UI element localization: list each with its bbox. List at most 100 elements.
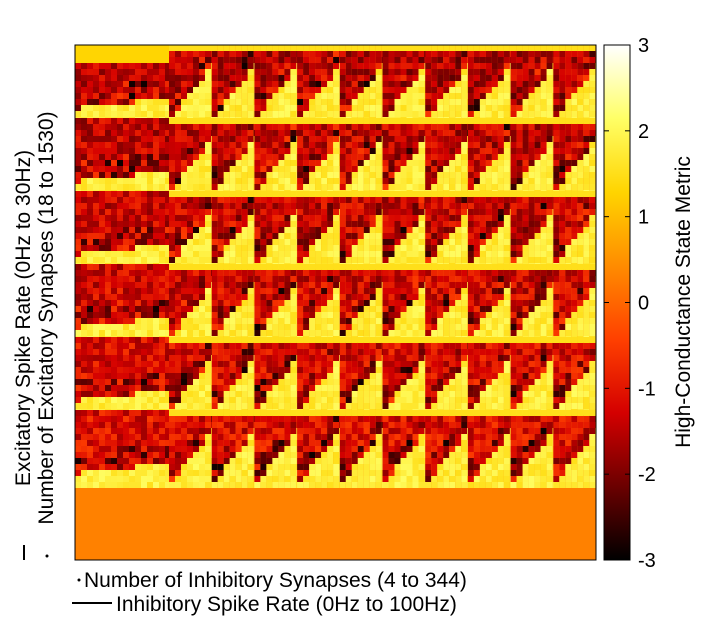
heatmap-cell: [394, 221, 401, 227]
heatmap-cell: [516, 45, 523, 51]
heatmap-cell: [81, 136, 87, 142]
heatmap-cell: [443, 111, 450, 117]
heatmap-cell: [217, 324, 224, 330]
heatmap-cell: [272, 142, 279, 148]
heatmap-cell: [93, 87, 99, 93]
heatmap-cell: [99, 57, 105, 63]
heatmap-cell: [181, 57, 187, 63]
heatmap-cell: [583, 184, 590, 190]
heatmap-cell: [546, 118, 553, 124]
heatmap-cell: [510, 136, 517, 142]
heatmap-cell: [193, 93, 199, 99]
heatmap-cell: [223, 233, 230, 239]
heatmap-cell: [297, 178, 304, 184]
heatmap-cell: [105, 191, 111, 197]
heatmap-cell: [553, 306, 560, 312]
heatmap-cell: [272, 111, 279, 117]
heatmap-cell: [290, 239, 297, 245]
heatmap-cell: [485, 184, 492, 190]
heatmap-cell: [272, 239, 279, 245]
heatmap-cell: [449, 191, 456, 197]
heatmap-block: [297, 264, 346, 342]
heatmap-cell: [217, 57, 224, 63]
heatmap-cell: [254, 81, 261, 87]
heatmap-cell: [559, 154, 566, 160]
heatmap-cell: [431, 142, 438, 148]
heatmap-cell: [87, 209, 93, 215]
heatmap-cell: [199, 160, 205, 166]
heatmap-cell: [141, 233, 147, 239]
heatmap-cell: [205, 251, 211, 257]
heatmap-cell: [105, 142, 111, 148]
heatmap-cell: [553, 136, 560, 142]
heatmap-cell: [333, 81, 340, 87]
heatmap-cell: [169, 227, 175, 233]
heatmap-cell: [473, 111, 480, 117]
heatmap-cell: [491, 160, 498, 166]
heatmap-cell: [309, 282, 316, 288]
heatmap-cell: [169, 172, 175, 178]
heatmap-cell: [400, 191, 407, 197]
heatmap-cell: [559, 276, 566, 282]
heatmap-cell: [272, 300, 279, 306]
heatmap-cell: [205, 276, 211, 282]
heatmap-cell: [290, 75, 297, 81]
heatmap-cell: [105, 172, 111, 178]
heatmap-cell: [491, 63, 498, 69]
heatmap-cell: [123, 142, 129, 148]
heatmap-cell: [565, 105, 572, 111]
heatmap-cell: [382, 130, 389, 136]
heatmap-cell: [418, 257, 425, 263]
heatmap-cell: [485, 166, 492, 172]
heatmap-cell: [351, 294, 358, 300]
heatmap-cell: [363, 318, 370, 324]
heatmap-cell: [199, 87, 205, 93]
heatmap-cell: [412, 118, 419, 124]
heatmap-cell: [528, 312, 535, 318]
heatmap-cell: [491, 148, 498, 154]
heatmap-cell: [81, 111, 87, 117]
heatmap-cell: [516, 142, 523, 148]
heatmap-cell: [193, 75, 199, 81]
heatmap-cell: [241, 154, 248, 160]
heatmap-cell: [553, 191, 560, 197]
heatmap-cell: [345, 227, 352, 233]
heatmap-cell: [559, 160, 566, 166]
heatmap-cell: [129, 99, 135, 105]
heatmap-cell: [327, 276, 334, 282]
heatmap-cell: [503, 148, 510, 154]
heatmap-cell: [449, 294, 456, 300]
heatmap-cell: [565, 221, 572, 227]
heatmap-cell: [75, 99, 81, 105]
heatmap-cell: [141, 184, 147, 190]
heatmap-cell: [418, 69, 425, 75]
heatmap-cell: [369, 184, 376, 190]
heatmap-cell: [382, 251, 389, 257]
heatmap-cell: [111, 105, 117, 111]
heatmap-cell: [577, 233, 584, 239]
heatmap-cell: [284, 172, 291, 178]
heatmap-cell: [147, 69, 153, 75]
heatmap-cell: [565, 130, 572, 136]
heatmap-cell: [290, 136, 297, 142]
heatmap-cell: [315, 257, 322, 263]
heatmap-cell: [455, 124, 462, 130]
heatmap-cell: [266, 166, 273, 172]
heatmap-cell: [455, 197, 462, 203]
heatmap-cell: [516, 239, 523, 245]
heatmap-cell: [272, 154, 279, 160]
heatmap-cell: [153, 312, 159, 318]
heatmap-cell: [534, 93, 541, 99]
heatmap-cell: [205, 312, 211, 318]
heatmap-cell: [351, 264, 358, 270]
heatmap-cell: [503, 118, 510, 124]
heatmap-cell: [339, 81, 346, 87]
heatmap-cell: [87, 45, 93, 51]
heatmap-cell: [309, 300, 316, 306]
heatmap-cell: [327, 99, 334, 105]
heatmap-cell: [147, 300, 153, 306]
heatmap-cell: [87, 81, 93, 87]
heatmap-cell: [351, 257, 358, 263]
heatmap-cell: [284, 318, 291, 324]
heatmap-cell: [75, 118, 81, 124]
